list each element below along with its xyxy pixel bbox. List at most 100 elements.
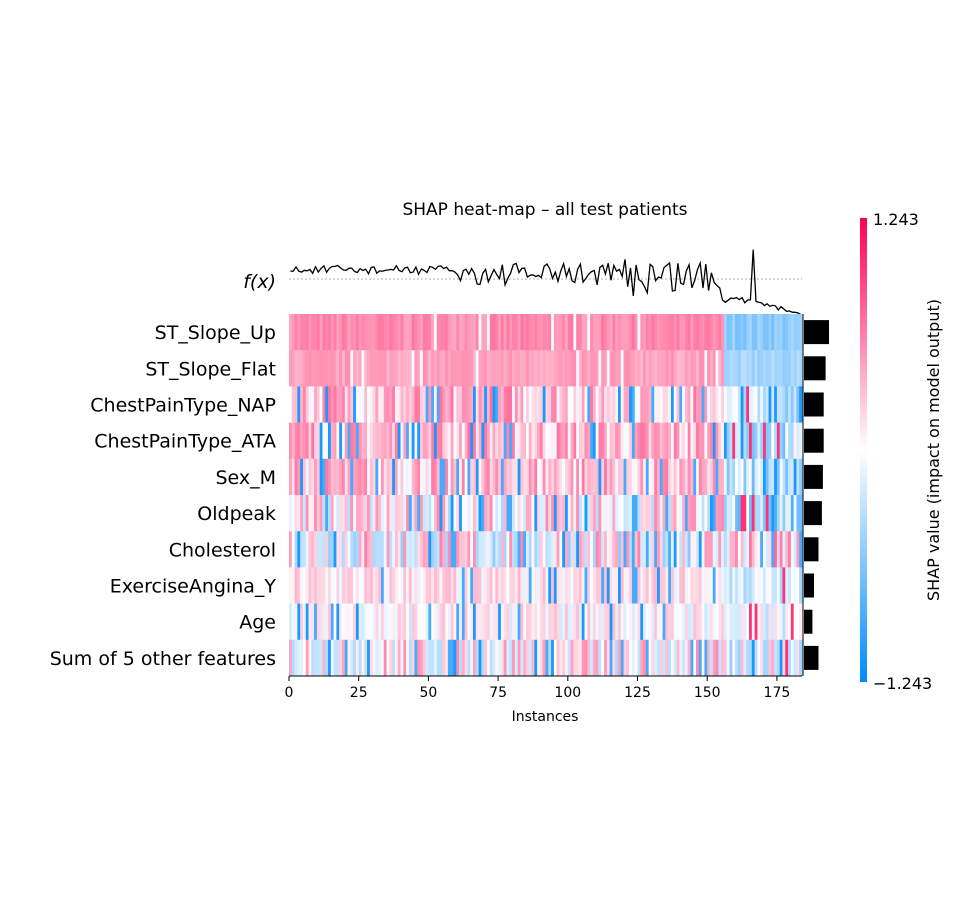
heatmap-cell xyxy=(514,458,519,496)
heatmap-cell xyxy=(740,458,744,496)
heatmap-cell xyxy=(592,386,597,423)
heatmap-cell xyxy=(740,350,744,387)
heatmap-cell xyxy=(774,603,778,641)
heatmap-cell xyxy=(503,495,507,532)
heatmap-cell xyxy=(682,531,686,568)
heatmap-cell xyxy=(592,639,597,677)
heatmap-cell xyxy=(523,314,527,351)
heatmap-cell xyxy=(712,314,716,351)
heatmap-cell xyxy=(355,314,360,351)
heatmap-cell xyxy=(785,386,789,423)
heatmap-cell xyxy=(715,458,719,496)
heatmap-cell xyxy=(768,422,772,460)
heatmap-cell xyxy=(573,639,577,677)
heatmap-cell xyxy=(300,531,304,568)
heatmap-cell xyxy=(525,639,530,677)
heatmap-cell xyxy=(311,314,315,351)
heatmap-cell xyxy=(676,386,680,423)
heatmap-cell xyxy=(565,422,569,460)
heatmap-cell xyxy=(581,458,585,496)
heatmap-cell xyxy=(436,350,440,387)
heatmap-cell xyxy=(693,386,697,423)
heatmap-cell xyxy=(450,314,454,351)
heatmap-cell xyxy=(712,531,716,568)
heatmap-cell xyxy=(701,603,705,641)
heatmap-cell xyxy=(662,386,666,423)
heatmap-cell xyxy=(743,350,747,387)
heatmap-cell xyxy=(302,422,307,460)
heatmap-cell xyxy=(634,314,638,351)
heatmap-cell xyxy=(355,639,360,677)
heatmap-cell xyxy=(687,639,691,677)
heatmap-cell xyxy=(634,531,638,568)
heatmap-cell xyxy=(576,314,580,351)
heatmap-cell xyxy=(643,603,647,641)
heatmap-cell xyxy=(665,386,669,423)
heatmap-cell xyxy=(648,531,652,568)
heatmap-cell xyxy=(294,458,298,496)
heatmap-cell xyxy=(372,458,376,496)
heatmap-cell xyxy=(682,567,686,604)
heatmap-cell xyxy=(659,422,663,460)
heatmap-cell xyxy=(573,567,577,604)
heatmap-cell xyxy=(553,639,558,677)
heatmap-cell xyxy=(534,495,538,532)
heatmap-cell xyxy=(305,603,309,641)
heatmap-cell xyxy=(617,314,622,351)
heatmap-cell xyxy=(456,422,460,460)
heatmap-cell xyxy=(381,603,385,641)
heatmap-cell xyxy=(712,639,716,677)
heatmap-cell xyxy=(495,386,499,423)
heatmap-cell xyxy=(732,386,736,423)
heatmap-cell xyxy=(637,350,641,387)
heatmap-cell xyxy=(528,386,532,423)
heatmap-cell xyxy=(375,531,379,568)
heatmap-cell xyxy=(289,639,293,677)
heatmap-cell xyxy=(651,458,655,496)
heatmap-cell xyxy=(308,458,312,496)
heatmap-cell xyxy=(394,386,399,423)
heatmap-cell xyxy=(751,422,756,460)
heatmap-cell xyxy=(553,458,558,496)
heatmap-cell xyxy=(679,350,683,387)
heatmap-cell xyxy=(347,603,351,641)
heatmap-cell xyxy=(336,458,340,496)
heatmap-cell xyxy=(595,386,599,423)
heatmap-cell xyxy=(790,314,795,351)
heatmap-cell xyxy=(422,531,427,568)
heatmap-cell xyxy=(765,458,769,496)
heatmap-cell xyxy=(712,495,716,532)
heatmap-cell xyxy=(520,386,524,423)
heatmap-cell xyxy=(718,422,722,460)
heatmap-cell xyxy=(445,314,449,351)
heatmap-cell xyxy=(319,639,323,677)
heatmap-cell xyxy=(300,422,304,460)
heatmap-cell xyxy=(369,639,374,677)
heatmap-cell xyxy=(553,603,558,641)
heatmap-cell xyxy=(500,422,505,460)
heatmap-cell xyxy=(428,639,432,677)
heatmap-cell xyxy=(659,495,663,532)
heatmap-cell xyxy=(601,531,605,568)
heatmap-cell xyxy=(397,350,401,387)
heatmap-cell xyxy=(400,386,404,423)
heatmap-cell xyxy=(358,350,362,387)
heatmap-cell xyxy=(606,422,611,460)
heatmap-cell xyxy=(431,603,435,641)
importance-bar xyxy=(804,464,823,489)
heatmap-cell xyxy=(344,422,348,460)
heatmap-cell xyxy=(782,422,786,460)
heatmap-cell xyxy=(447,495,452,532)
heatmap-cell xyxy=(484,567,488,604)
heatmap-cell xyxy=(670,603,675,641)
heatmap-cell xyxy=(417,386,421,423)
heatmap-cell xyxy=(573,458,577,496)
heatmap-cell xyxy=(503,603,507,641)
heatmap-cell xyxy=(576,386,580,423)
heatmap-cell xyxy=(601,314,605,351)
heatmap-cell xyxy=(381,531,385,568)
heatmap-cell xyxy=(668,639,672,677)
heatmap-cell xyxy=(631,314,636,351)
heatmap-cell xyxy=(473,567,477,604)
heatmap-cell xyxy=(551,531,555,568)
